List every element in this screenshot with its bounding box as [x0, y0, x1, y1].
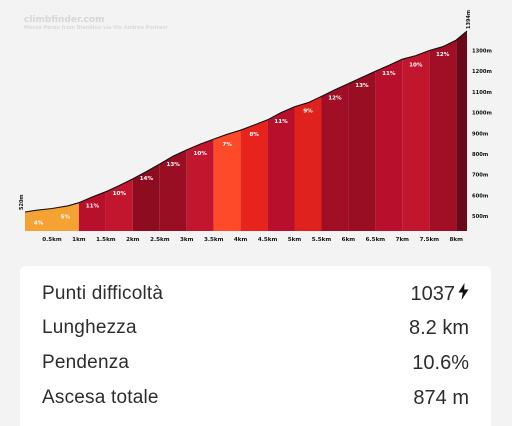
distance-axis: 0.5km 1km 1.5km 2km 2.5km 3km 3.5km 4km 4.5km 5km… — [42, 237, 463, 243]
elevation-tick-label: 1000m — [472, 111, 492, 117]
gradient-segment-label: 8% — [249, 132, 259, 138]
elevation-gain-value: 874 m — [413, 386, 469, 409]
distance-tick-label: 7.5km — [420, 237, 440, 243]
gradient-segment — [105, 178, 133, 231]
gradient-label: Pendenza — [42, 352, 130, 373]
gradient-value: 10.6% — [412, 351, 469, 374]
gradient-segment-label: 12% — [328, 96, 342, 102]
stat-row-gradient: Pendenza 10.6% — [42, 348, 469, 378]
distance-tick-label: 0.5km — [42, 237, 62, 243]
distance-tick-label: 5km — [288, 237, 302, 243]
gradient-segment — [78, 191, 106, 231]
length-label: Lunghezza — [42, 317, 137, 338]
climb-stats-card: Punti difficoltà 1037 Lunghezza 8.2 km P… — [20, 266, 491, 426]
gradient-segment — [186, 139, 214, 231]
gradient-segment-label: 11% — [382, 71, 396, 77]
gradient-segment-label: 11% — [86, 204, 100, 210]
gradient-segment-label: 14% — [140, 176, 154, 182]
gradient-segment-label: 13% — [355, 83, 369, 89]
distance-tick-label: 3km — [180, 237, 194, 243]
elevation-gain-label: Ascesa totale — [42, 387, 159, 408]
gradient-segment — [429, 40, 457, 231]
gradient-segment — [267, 106, 295, 231]
gradient-segment — [456, 31, 467, 231]
distance-tick-label: 5.5km — [312, 237, 332, 243]
difficulty-value-wrap: 1037 — [410, 282, 470, 306]
difficulty-label: Punti difficoltà — [42, 283, 164, 304]
elevation-tick-label: 1200m — [472, 69, 492, 75]
distance-tick-label: 8km — [449, 237, 463, 243]
elevation-tick-label: 700m — [472, 173, 488, 179]
distance-tick-label: 4.5km — [258, 237, 278, 243]
gradient-labels: 4% 5% 11% 10% 14% 13% 10% 7% 8% 11% 9% 12% 13% 11% 10%… — [34, 52, 450, 226]
lightning-bolt-icon — [458, 282, 469, 306]
distance-tick-label: 1km — [72, 237, 86, 243]
gradient-segment — [402, 50, 430, 231]
gradient-segment-label: 12% — [436, 52, 450, 58]
gradient-segment — [213, 130, 241, 231]
stat-row-difficulty: Punti difficoltà 1037 — [42, 279, 469, 309]
distance-tick-label: 6.5km — [366, 237, 386, 243]
distance-tick-label: 6km — [342, 237, 356, 243]
gradient-segment-label: 13% — [167, 162, 181, 168]
elevation-tick-label: 800m — [472, 152, 488, 158]
distance-tick-label: 2km — [126, 237, 140, 243]
gradient-segment-label: 10% — [113, 191, 127, 197]
distance-tick-label: 1.5km — [96, 237, 116, 243]
gradient-segment — [159, 149, 187, 231]
gradient-segment-label: 11% — [274, 119, 288, 125]
gradient-segment — [348, 71, 376, 231]
distance-tick-label: 7km — [396, 237, 410, 243]
gradient-segment — [375, 59, 403, 232]
gradient-segment-label: 7% — [222, 142, 232, 148]
elevation-profile-chart: climbfinder.com Monte Pereo from Blandin… — [19, 10, 492, 243]
watermark: climbfinder.com Monte Pereo from Blandin… — [24, 15, 168, 31]
distance-tick-label: 4km — [234, 237, 248, 243]
gradient-segment — [25, 208, 52, 231]
gradient-segment — [294, 96, 322, 232]
elevation-tick-label: 600m — [472, 193, 488, 199]
end-elevation-label: 1394m — [466, 10, 472, 29]
elevation-tick-label: 1300m — [472, 49, 492, 55]
gradient-segment — [132, 164, 160, 231]
stat-row-elevation-gain: Ascesa totale 874 m — [42, 383, 469, 413]
gradient-segment-label: 10% — [194, 151, 208, 157]
distance-tick-label: 2.5km — [150, 237, 170, 243]
gradient-segments — [25, 31, 467, 232]
elevation-tick-label: 1100m — [472, 90, 492, 96]
watermark-brand: climbfinder.com — [24, 15, 104, 25]
elevation-tick-label: 500m — [472, 214, 488, 220]
gradient-segment-label: 10% — [409, 63, 423, 69]
gradient-segment-label: 4% — [34, 221, 44, 227]
elevation-axis: 500m 600m 700m 800m 900m 1000m 1100m 1200m 1300m — [472, 49, 492, 221]
length-value: 8.2 km — [408, 316, 469, 339]
profile-outline — [24, 30, 468, 213]
gradient-segment — [52, 202, 79, 231]
gradient-segment-label: 9% — [303, 108, 313, 114]
gradient-segment-label: 5% — [61, 215, 71, 221]
gradient-segment — [321, 83, 349, 231]
stat-row-length: Lunghezza 8.2 km — [42, 313, 469, 343]
difficulty-value: 1037 — [410, 282, 456, 305]
watermark-subtitle: Monte Pereo from Blandino via Via Andrea… — [24, 25, 168, 31]
gradient-segment — [240, 119, 268, 231]
elevation-tick-label: 900m — [472, 131, 488, 137]
distance-tick-label: 3.5km — [204, 237, 224, 243]
start-elevation-label: 520m — [19, 194, 25, 210]
